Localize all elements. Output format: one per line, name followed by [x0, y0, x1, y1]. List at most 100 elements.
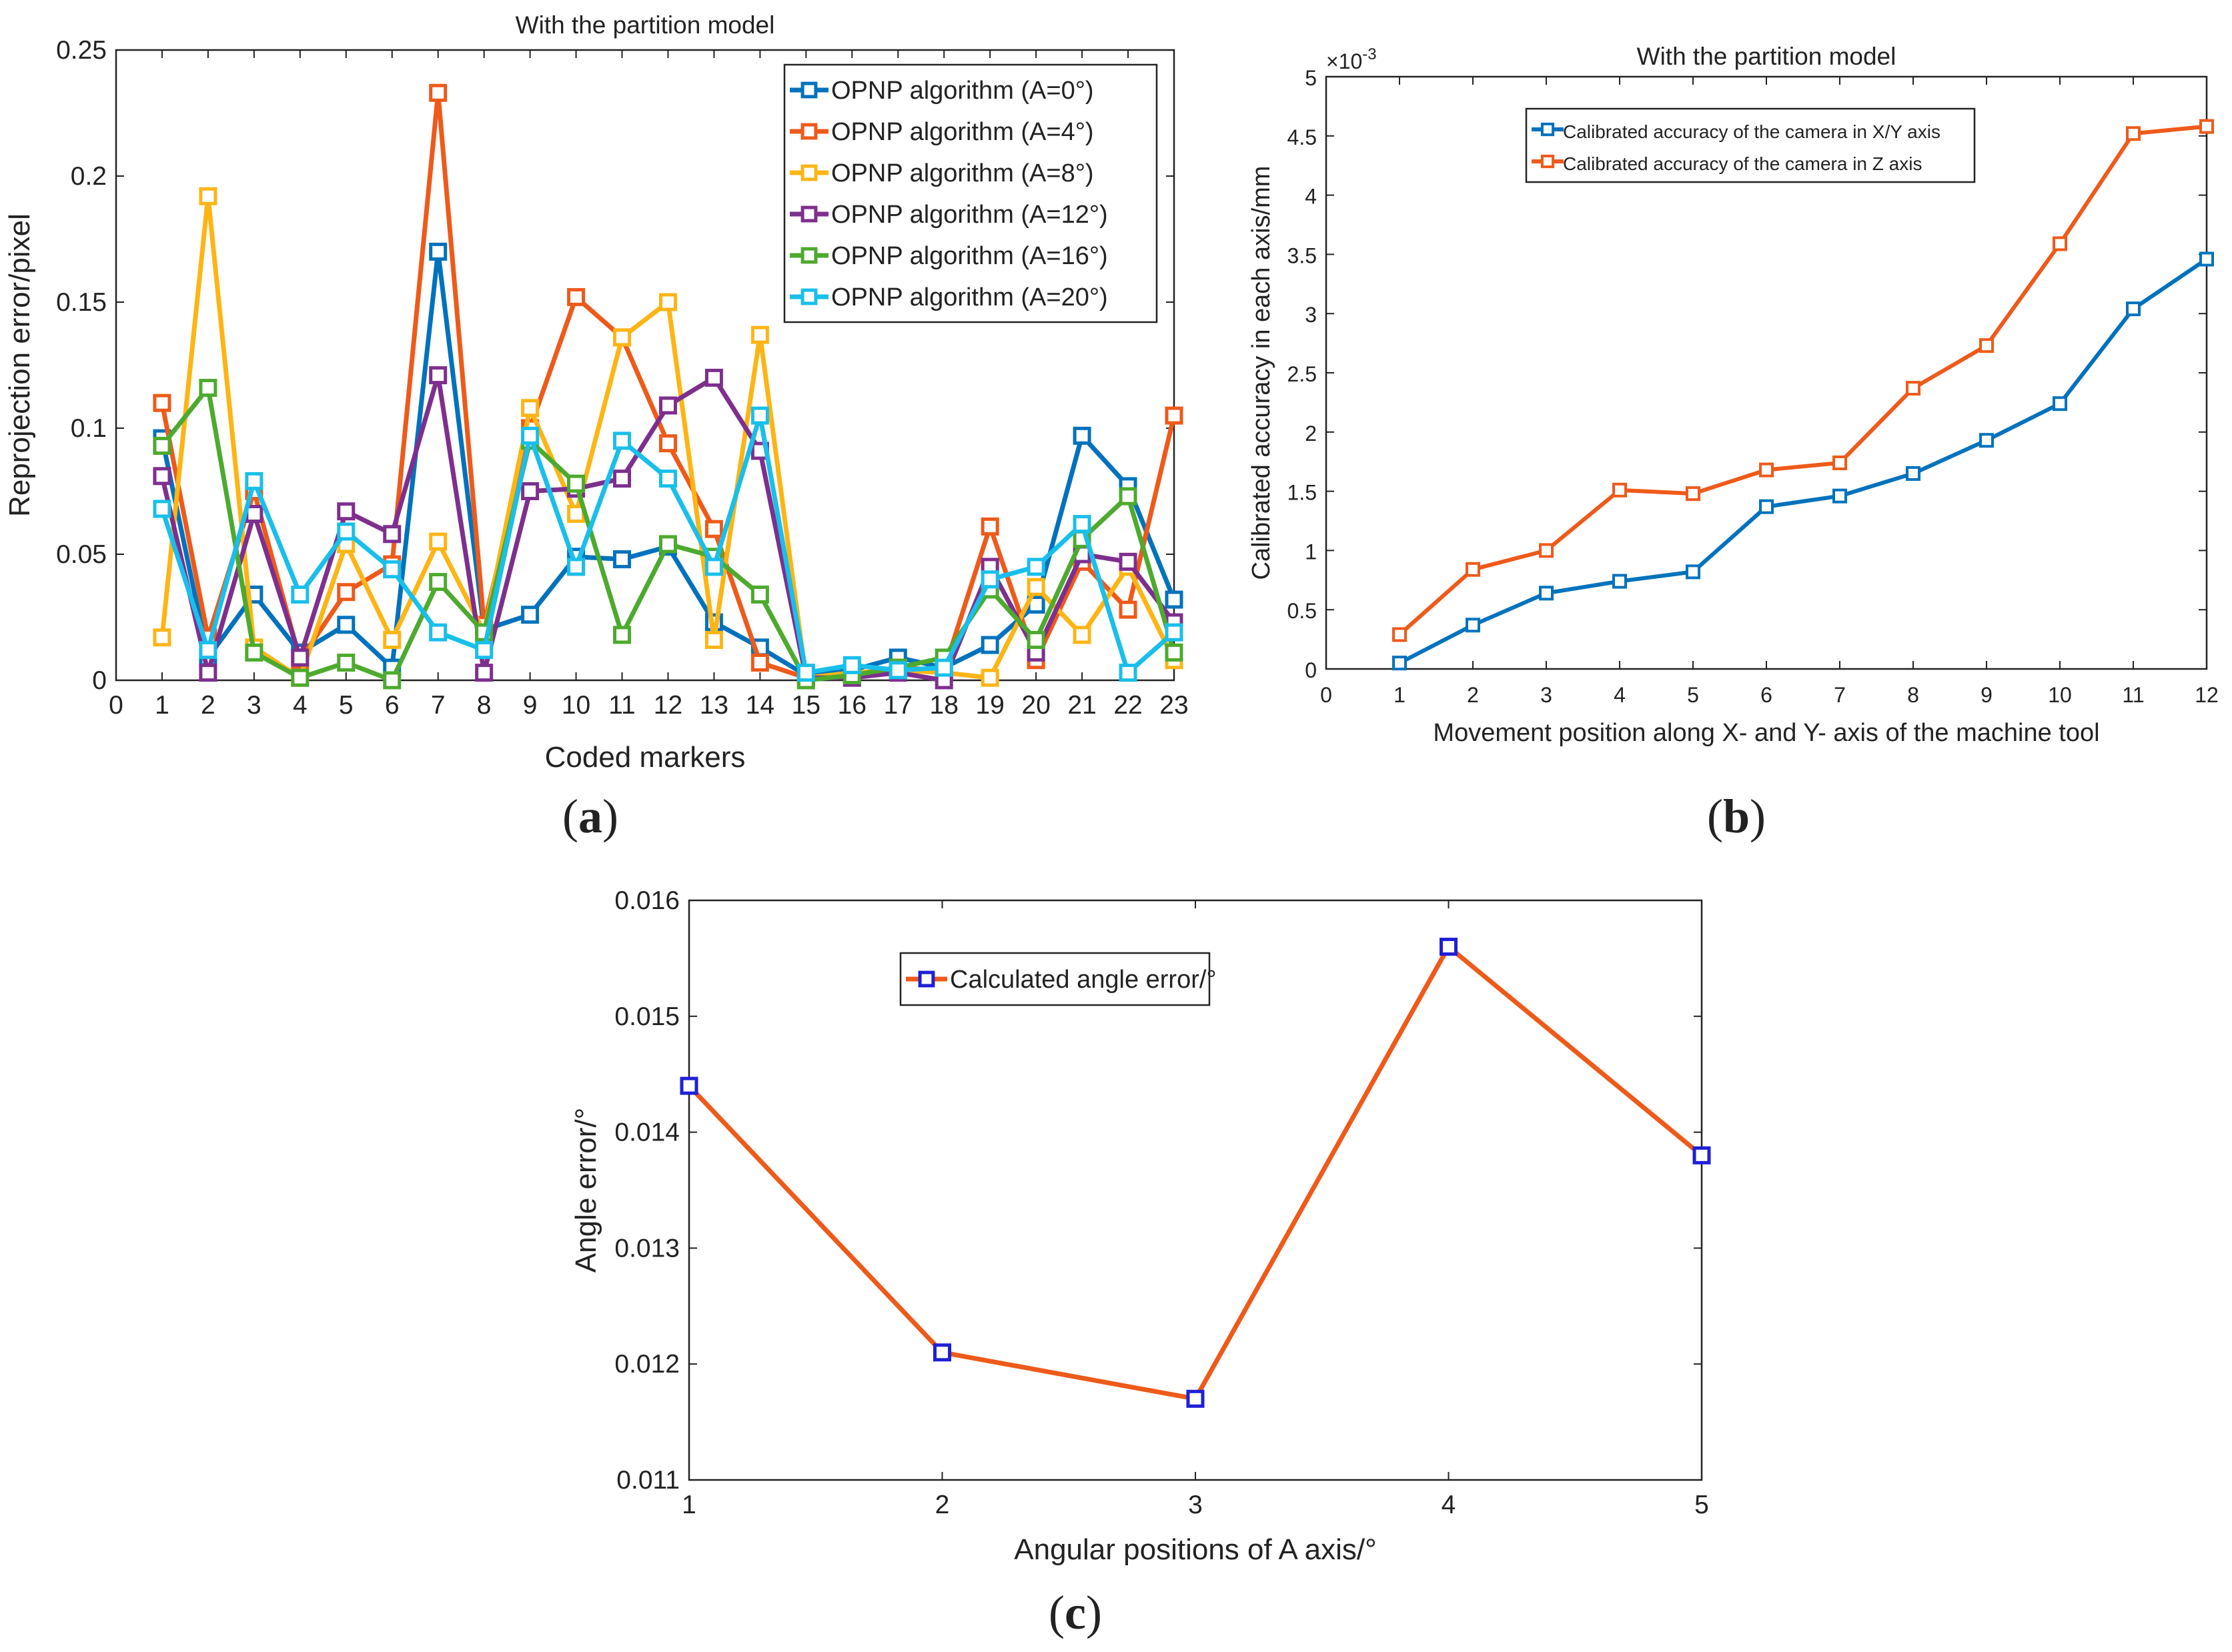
x-tick-label: 5 — [339, 691, 354, 720]
data-point-marker — [337, 583, 356, 602]
legend-swatch-marker — [800, 247, 818, 264]
data-point-marker — [245, 472, 263, 490]
data-point-marker — [567, 558, 586, 576]
data-point-marker — [2126, 301, 2141, 317]
legend-label: OPNP algorithm (A=20°) — [831, 283, 1108, 311]
y-tick-label: 2.5 — [1287, 362, 1317, 386]
y-tick-label: 0 — [1305, 658, 1317, 682]
data-point-marker — [704, 368, 723, 387]
data-point-marker — [981, 636, 999, 654]
data-point-marker — [291, 668, 310, 687]
data-point-marker — [704, 631, 723, 650]
data-point-marker — [658, 535, 677, 554]
data-point-marker — [889, 661, 907, 680]
x-tick-label: 7 — [1834, 683, 1846, 707]
x-tick-label: 1 — [682, 1491, 696, 1519]
data-point-marker — [796, 664, 815, 682]
data-point-marker — [153, 436, 171, 455]
x-tick-label: 5 — [1694, 1491, 1709, 1519]
data-point-marker — [521, 606, 540, 624]
data-point-marker — [567, 505, 586, 524]
legend-swatch-marker — [800, 123, 818, 140]
y-tick-label: 0.25 — [56, 36, 107, 65]
y-tick-label: 4.5 — [1287, 125, 1317, 149]
data-point-marker — [750, 325, 769, 344]
x-tick-label: 13 — [700, 691, 728, 720]
y-tick-label: 0.012 — [614, 1350, 680, 1379]
data-point-marker — [337, 502, 356, 521]
data-point-marker — [1119, 552, 1137, 571]
x-tick-label: 8 — [477, 691, 492, 720]
x-tick-label: 12 — [654, 691, 682, 720]
y-tick-label: 1.5 — [1287, 481, 1317, 505]
y-tick-label: 3 — [1305, 303, 1317, 327]
y-tick-label: 3.5 — [1287, 243, 1317, 267]
data-point-marker — [1466, 618, 1480, 633]
x-tick-label: 23 — [1159, 691, 1188, 720]
y-tick-label: 0.05 — [56, 540, 107, 569]
data-point-marker — [1759, 462, 1774, 478]
data-point-marker — [475, 664, 494, 682]
legend-box — [1525, 107, 1976, 183]
legend-box — [783, 63, 1158, 323]
data-point-marker — [521, 426, 540, 445]
data-point-marker — [658, 396, 677, 415]
x-tick-label: 2 — [1467, 683, 1479, 707]
legend-swatch-marker — [1540, 122, 1555, 137]
data-point-marker — [1392, 656, 1407, 671]
data-point-marker — [750, 585, 769, 604]
y-tick-label: 0 — [92, 666, 107, 695]
chart-a: 0 1 2 3 4 5 6 7 8 9 10 11 12 13 14 15 16 17 18 19 20 21 22 2300… — [3, 11, 1189, 843]
data-point-marker — [1832, 455, 1847, 470]
data-point-marker — [1027, 631, 1045, 650]
data-point-marker — [1186, 1389, 1205, 1408]
data-point-marker — [199, 187, 217, 205]
data-point-marker — [291, 585, 310, 604]
panel-label: (c) — [1049, 1586, 1102, 1639]
x-axis-label: Coded markers — [545, 741, 746, 774]
data-point-marker — [521, 482, 540, 500]
data-point-marker — [2053, 236, 2067, 251]
data-point-marker — [1539, 586, 1554, 601]
data-point-marker — [337, 616, 356, 634]
x-tick-label: 4 — [1442, 1491, 1456, 1519]
panel-label: (a) — [562, 790, 618, 843]
data-point-marker — [1759, 499, 1774, 514]
data-point-marker — [1832, 488, 1847, 504]
data-point-marker — [1979, 338, 1994, 353]
y-axis-label: Calibrated accuracy in each axis/mm — [1247, 166, 1275, 580]
x-tick-label: 7 — [431, 691, 446, 720]
y-tick-label: 0.5 — [1287, 599, 1317, 623]
x-tick-label: 21 — [1067, 691, 1096, 720]
panel-letter: c — [1065, 1586, 1086, 1639]
data-point-marker — [933, 1343, 951, 1362]
x-tick-label: 4 — [1614, 683, 1626, 707]
y-axis-label: Angle error/° — [570, 1108, 602, 1273]
data-point-marker — [680, 1076, 698, 1095]
panel-paren: ) — [1086, 1586, 1102, 1639]
data-point-marker — [383, 560, 402, 579]
x-tick-label: 14 — [746, 691, 774, 720]
data-point-marker — [1119, 600, 1137, 619]
x-tick-label: 3 — [1540, 683, 1552, 707]
data-point-marker — [337, 654, 356, 672]
panel-letter: a — [578, 790, 602, 843]
legend-swatch-marker — [918, 970, 935, 988]
panel-paren: ) — [602, 790, 618, 843]
data-point-marker — [1692, 1146, 1711, 1164]
y-tick-label: 0.014 — [614, 1118, 680, 1147]
data-point-marker — [1612, 574, 1627, 589]
data-point-marker — [337, 522, 356, 541]
y-tick-label: 5 — [1305, 66, 1317, 90]
legend-label: Calibrated accuracy of the camera in Z a… — [1563, 153, 1922, 174]
chart-title: With the partition model — [516, 11, 775, 39]
data-point-marker — [245, 643, 263, 662]
y-tick-label: 0.016 — [614, 886, 680, 915]
data-point-marker — [935, 658, 953, 677]
data-point-marker — [1466, 562, 1480, 577]
legend-label: OPNP algorithm (A=4°) — [831, 118, 1094, 146]
data-point-marker — [843, 656, 861, 674]
y-tick-label: 0.15 — [56, 288, 107, 317]
data-point-marker — [383, 671, 402, 690]
